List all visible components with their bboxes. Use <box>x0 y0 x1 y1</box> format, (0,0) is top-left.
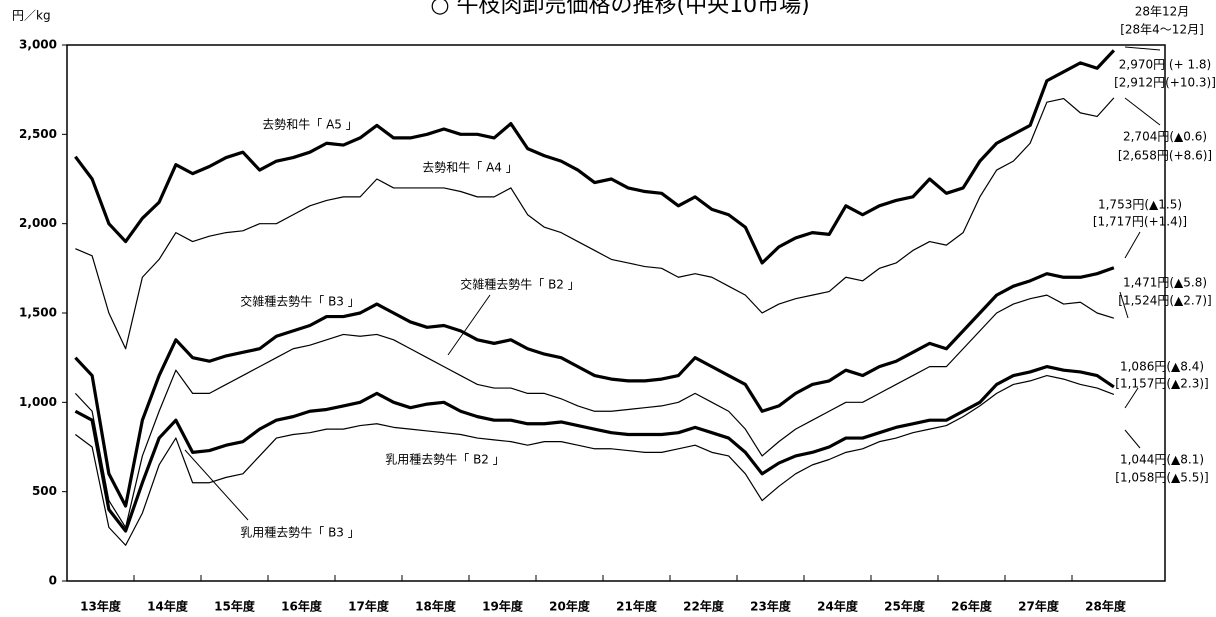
arrow <box>1124 97 1161 126</box>
y-tick-label: 2,000 <box>19 216 57 230</box>
annotation: 28年12月 <box>1135 5 1190 19</box>
arrow <box>184 449 249 521</box>
series-line <box>74 294 1115 528</box>
annotation: [1,524円(▲2.7)] <box>1118 294 1211 308</box>
x-tick-label: 16年度 <box>281 599 323 614</box>
x-tick-label: 26年度 <box>951 599 993 614</box>
arrow <box>447 294 491 356</box>
series-label: 交雑種去勢牛「 B3 」 <box>240 294 360 309</box>
y-tick-label: 0 <box>49 574 57 588</box>
x-tick-label: 23年度 <box>750 599 792 614</box>
x-tick-label: 15年度 <box>214 599 256 614</box>
annotation: [1,058円(▲5.5)] <box>1115 471 1208 485</box>
series-line <box>74 266 1115 508</box>
annotation: [2,658円(+8.6)] <box>1118 149 1212 163</box>
annotation: 1,753円(▲1.5) <box>1098 198 1182 212</box>
x-tick-label: 19年度 <box>482 599 524 614</box>
y-tick-label: 1,000 <box>19 395 57 409</box>
y-tick-label: 2,500 <box>19 127 57 141</box>
x-tick-label: 24年度 <box>817 599 859 614</box>
arrow <box>1124 387 1139 409</box>
series-line <box>74 365 1115 533</box>
series-line <box>74 49 1116 265</box>
y-axis-label: 円／kg <box>12 9 51 23</box>
arrows <box>184 46 1161 521</box>
annotation: 1,044円(▲8.1) <box>1120 453 1204 467</box>
series-label: 交雑種去勢牛「 B2 」 <box>460 277 580 292</box>
y-tick-label: 500 <box>32 484 57 498</box>
annotation: [1,157円(▲2.3)] <box>1115 377 1208 391</box>
annotation: 1,086円(▲8.4) <box>1120 360 1204 374</box>
series-line <box>75 374 1115 546</box>
y-tick-label: 1,500 <box>19 306 57 320</box>
series-label: 乳用種去勢牛「 B3 」 <box>240 525 360 540</box>
annotation: 1,471円(▲5.8) <box>1123 276 1207 290</box>
x-tick-label: 21年度 <box>616 599 658 614</box>
annotation: 2,970円 (+ 1.8) <box>1119 58 1212 72</box>
annotation: 2,704円(▲0.6) <box>1123 130 1207 144</box>
series-line <box>75 97 1115 350</box>
x-tick-label: 22年度 <box>683 599 725 614</box>
series-label: 去勢和牛「 A4 」 <box>422 160 517 175</box>
x-tick-label: 14年度 <box>147 599 189 614</box>
annotation: [2,912円(+10.3)] <box>1114 76 1216 90</box>
arrow <box>1124 46 1161 51</box>
x-tick-label: 20年度 <box>549 599 591 614</box>
x-tick-label: 27年度 <box>1018 599 1060 614</box>
arrow <box>1119 291 1129 319</box>
annotation: [28年4～12月] <box>1120 23 1204 37</box>
x-tick-label: 18年度 <box>415 599 457 614</box>
x-tick-label: 25年度 <box>884 599 926 614</box>
plot-frame <box>66 44 1166 582</box>
series-label: 去勢和牛「 A5 」 <box>262 117 357 132</box>
arrow <box>1124 429 1141 449</box>
x-tick-label: 13年度 <box>80 599 122 614</box>
arrow <box>1124 231 1141 259</box>
series-label: 乳用種去勢牛「 B2 」 <box>385 452 505 467</box>
x-tick-label: 28年度 <box>1085 599 1127 614</box>
annotation: [1,717円(+1.4)] <box>1093 215 1187 229</box>
y-tick-label: 3,000 <box>19 38 57 52</box>
x-tick-label: 17年度 <box>348 599 390 614</box>
chart-title: ○ 牛枝肉卸売価格の推移(中央10市場) <box>430 0 809 18</box>
